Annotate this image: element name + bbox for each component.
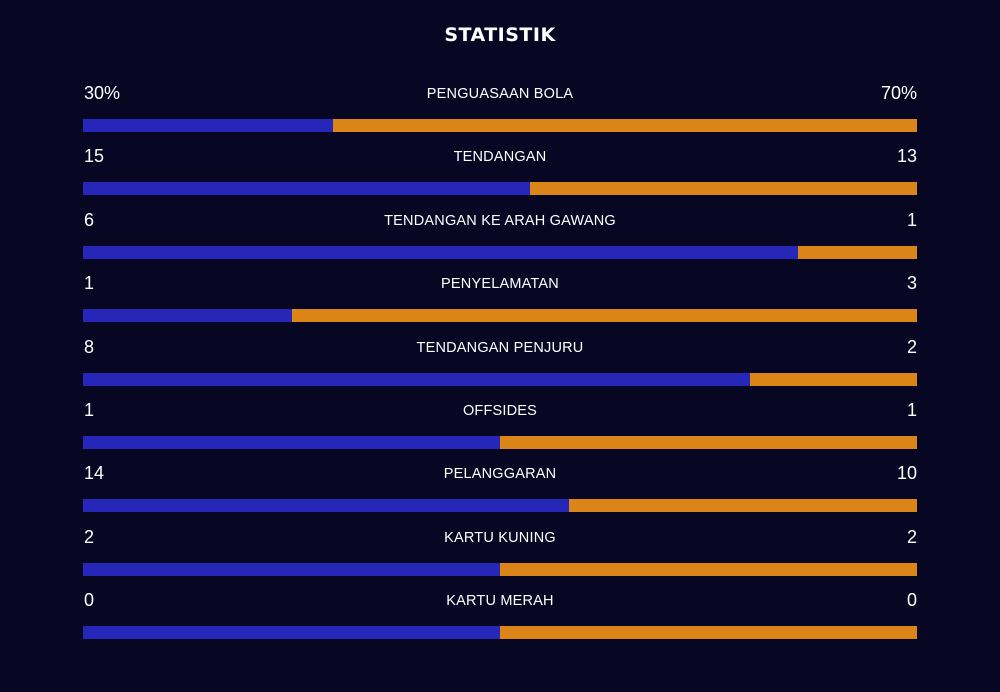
away-value: 1 <box>906 209 917 230</box>
stat-label: TENDANGAN PENJURU <box>416 339 584 356</box>
stats-list: 30% PENGUASAAN BOLA 70% 15 TENDANGAN 13 6 TENDA… <box>83 80 917 651</box>
away-bar-segment <box>569 499 917 513</box>
comparison-bar <box>83 372 917 386</box>
home-value: 2 <box>84 526 95 547</box>
stat-row: 2 KARTU KUNING 2 <box>83 524 917 587</box>
stat-row: 1 PENYELAMATAN 3 <box>83 270 917 333</box>
stat-label: KARTU KUNING <box>444 529 556 546</box>
away-bar-segment <box>333 119 917 132</box>
away-value: 1 <box>906 399 917 420</box>
stat-row: 30% PENGUASAAN BOLA 70% <box>83 80 917 143</box>
home-value: 6 <box>84 209 95 230</box>
away-bar-segment <box>529 182 917 196</box>
home-value: 14 <box>84 463 105 484</box>
home-bar-segment <box>83 626 500 640</box>
away-value: 10 <box>896 463 917 484</box>
stat-row: 14 PELANGGARAN 10 <box>83 460 917 523</box>
away-value: 13 <box>896 146 917 167</box>
panel-title: STATISTIK <box>444 24 556 46</box>
away-bar-segment <box>500 562 917 576</box>
home-bar-segment <box>83 245 798 259</box>
away-bar-segment <box>291 309 917 323</box>
home-value: 0 <box>84 590 95 611</box>
stat-label: PENGUASAAN BOLA <box>426 86 574 102</box>
stat-label: PELANGGARAN <box>443 466 557 483</box>
home-bar-segment <box>83 499 570 513</box>
comparison-bar <box>83 626 917 640</box>
stat-label: OFFSIDES <box>462 402 538 419</box>
stat-row: 1 OFFSIDES 1 <box>83 397 917 460</box>
home-bar-segment <box>83 119 334 132</box>
stat-label: KARTU MERAH <box>446 593 554 610</box>
away-value: 0 <box>906 590 917 611</box>
home-bar-segment <box>83 435 500 449</box>
comparison-bar <box>83 499 917 513</box>
comparison-bar <box>83 435 917 449</box>
home-value: 8 <box>84 336 95 357</box>
comparison-bar <box>83 119 917 132</box>
home-value: 15 <box>84 146 105 167</box>
stat-row: 8 TENDANGAN PENJURU 2 <box>83 334 917 397</box>
stat-label: PENYELAMATAN <box>441 276 559 293</box>
stat-label: TENDANGAN <box>453 149 547 166</box>
home-value: 1 <box>84 273 95 294</box>
away-bar-segment <box>500 626 917 640</box>
away-bar-segment <box>750 372 917 386</box>
home-value: 30% <box>84 83 121 103</box>
home-bar-segment <box>83 309 292 323</box>
home-bar-segment <box>83 372 751 386</box>
away-bar-segment <box>797 245 917 259</box>
stat-row: 6 TENDANGAN KE ARAH GAWANG 1 <box>83 207 917 270</box>
comparison-bar <box>83 562 917 576</box>
home-bar-segment <box>83 182 530 196</box>
away-value: 2 <box>906 526 917 547</box>
home-bar-segment <box>83 562 500 576</box>
stat-row: 0 KARTU MERAH 0 <box>83 587 917 650</box>
stat-row: 15 TENDANGAN 13 <box>83 143 917 206</box>
away-value: 2 <box>906 336 917 357</box>
away-value: 3 <box>906 273 917 294</box>
comparison-bar <box>83 182 917 196</box>
away-bar-segment <box>500 435 917 449</box>
home-value: 1 <box>84 399 95 420</box>
comparison-bar <box>83 245 917 259</box>
away-value: 70% <box>880 83 917 103</box>
stat-label: TENDANGAN KE ARAH GAWANG <box>384 212 616 229</box>
comparison-bar <box>83 309 917 323</box>
